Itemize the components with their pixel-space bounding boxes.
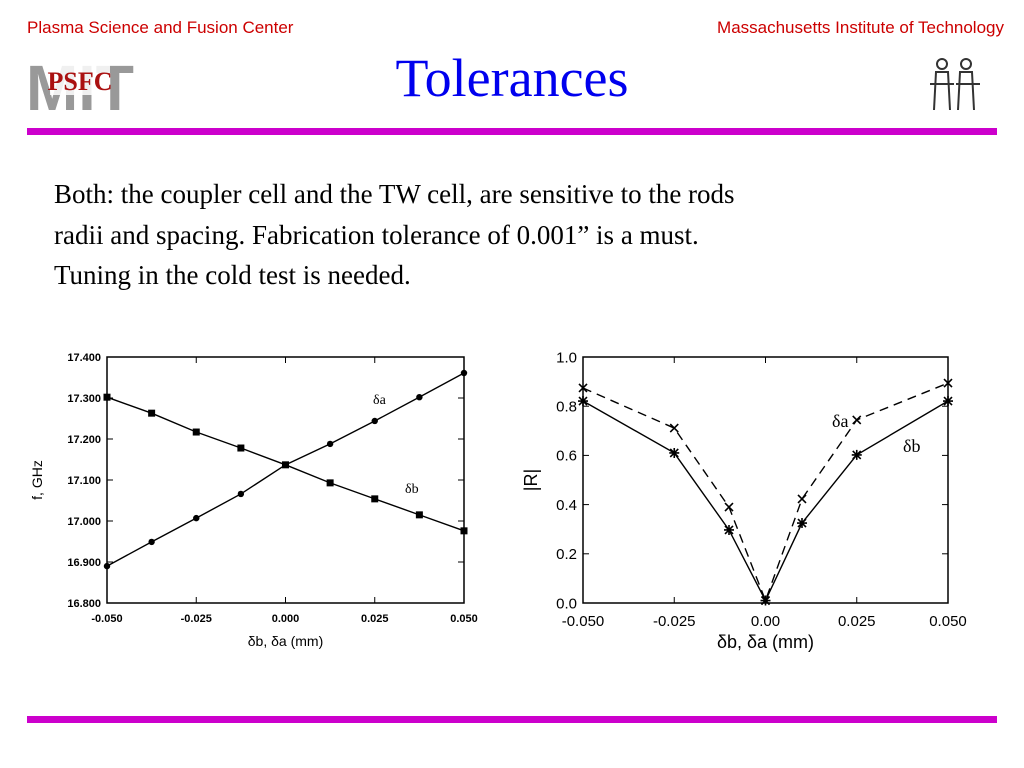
x-tick-label: 0.025 xyxy=(838,613,876,630)
marker xyxy=(724,502,734,512)
y-tick-label: 0.8 xyxy=(556,398,577,415)
header-left: Plasma Science and Fusion Center xyxy=(27,18,294,37)
marker xyxy=(326,479,334,487)
y-tick-label: 17.400 xyxy=(67,352,101,364)
marker xyxy=(669,447,680,458)
series-label: δb xyxy=(903,436,920,456)
body-line: Tuning in the cold test is needed. xyxy=(54,260,411,290)
slide-title: Tolerances xyxy=(395,48,628,108)
x-axis-label: δb, δa (mm) xyxy=(717,632,814,652)
header-right: Massachusetts Institute of Technology xyxy=(717,18,1004,37)
marker xyxy=(371,495,379,503)
y-tick-label: 17.200 xyxy=(67,434,101,446)
marker xyxy=(797,494,807,504)
marker xyxy=(103,562,111,570)
y-tick-label: 17.100 xyxy=(67,475,101,487)
marker xyxy=(237,490,245,498)
marker xyxy=(193,514,200,522)
marker xyxy=(326,440,334,448)
y-tick-label: 0.0 xyxy=(556,595,577,612)
logo-panel xyxy=(50,63,110,95)
divider-top xyxy=(27,128,997,135)
marker xyxy=(282,461,289,469)
y-tick-label: 16.900 xyxy=(67,557,101,569)
y-tick-label: 16.800 xyxy=(67,598,101,610)
marker xyxy=(669,423,679,433)
marker xyxy=(192,428,200,436)
marker xyxy=(460,369,468,377)
marker xyxy=(415,511,423,519)
marker xyxy=(103,393,111,401)
x-tick-label: -0.050 xyxy=(91,613,122,625)
divider-bottom xyxy=(27,716,997,723)
marker xyxy=(852,415,862,425)
body-line: radii and spacing. Fabrication tolerance… xyxy=(54,220,699,250)
logo-figures xyxy=(930,58,980,111)
x-tick-label: 0.000 xyxy=(272,613,300,625)
body-line: Both: the coupler cell and the TW cell, … xyxy=(54,179,735,209)
y-tick-label: 1.0 xyxy=(556,349,577,366)
y-tick-label: 0.6 xyxy=(556,448,577,465)
x-axis-label: δb, δa (mm) xyxy=(248,633,323,649)
marker xyxy=(416,393,423,401)
marker xyxy=(578,383,588,393)
marker xyxy=(148,538,155,546)
series-label: δb xyxy=(405,482,419,497)
y-tick-label: 17.000 xyxy=(67,516,101,528)
marker xyxy=(943,396,953,407)
x-tick-label: -0.050 xyxy=(562,613,605,630)
marker xyxy=(851,449,862,460)
series-label: δa xyxy=(373,393,387,408)
marker xyxy=(371,417,378,425)
marker xyxy=(797,518,807,529)
series-label: δa xyxy=(832,411,848,431)
marker xyxy=(237,444,245,452)
marker xyxy=(943,378,953,388)
y-axis-label: f, GHz xyxy=(29,460,45,500)
y-tick-label: 0.2 xyxy=(556,546,577,563)
x-tick-label: 0.050 xyxy=(450,613,478,625)
y-tick-label: 0.4 xyxy=(556,497,577,514)
marker xyxy=(724,524,734,535)
marker xyxy=(460,527,468,535)
y-axis-label: |R| xyxy=(521,469,541,491)
logo-front: PSFC xyxy=(48,67,113,96)
marker xyxy=(148,409,156,417)
marker xyxy=(578,396,588,407)
x-tick-label: 0.050 xyxy=(929,613,967,630)
marker xyxy=(760,595,771,606)
x-tick-label: -0.025 xyxy=(181,613,212,625)
x-tick-label: -0.025 xyxy=(653,613,696,630)
y-tick-label: 17.300 xyxy=(67,393,101,405)
x-tick-label: 0.00 xyxy=(751,613,780,630)
x-tick-label: 0.025 xyxy=(361,613,389,625)
